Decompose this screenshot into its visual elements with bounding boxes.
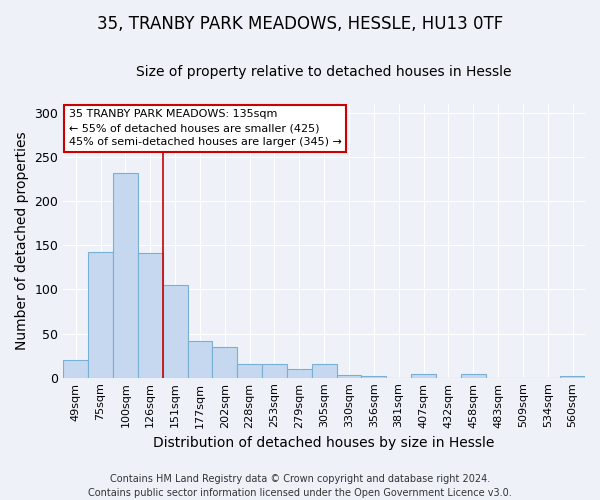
- Bar: [88, 252, 113, 378]
- Bar: [63, 360, 88, 378]
- Title: Size of property relative to detached houses in Hessle: Size of property relative to detached ho…: [136, 65, 512, 79]
- Bar: [262, 364, 287, 378]
- Bar: [212, 347, 237, 378]
- Bar: [312, 364, 337, 378]
- Bar: [188, 340, 212, 378]
- Text: Contains HM Land Registry data © Crown copyright and database right 2024.
Contai: Contains HM Land Registry data © Crown c…: [88, 474, 512, 498]
- Bar: [287, 369, 312, 378]
- Y-axis label: Number of detached properties: Number of detached properties: [15, 132, 29, 350]
- Text: 35, TRANBY PARK MEADOWS, HESSLE, HU13 0TF: 35, TRANBY PARK MEADOWS, HESSLE, HU13 0T…: [97, 15, 503, 33]
- Bar: [138, 253, 163, 378]
- X-axis label: Distribution of detached houses by size in Hessle: Distribution of detached houses by size …: [154, 436, 495, 450]
- Bar: [163, 285, 188, 378]
- Bar: [337, 375, 361, 378]
- Text: 35 TRANBY PARK MEADOWS: 135sqm
← 55% of detached houses are smaller (425)
45% of: 35 TRANBY PARK MEADOWS: 135sqm ← 55% of …: [68, 110, 341, 148]
- Bar: [113, 172, 138, 378]
- Bar: [411, 374, 436, 378]
- Bar: [361, 376, 386, 378]
- Bar: [237, 364, 262, 378]
- Bar: [560, 376, 585, 378]
- Bar: [461, 374, 485, 378]
